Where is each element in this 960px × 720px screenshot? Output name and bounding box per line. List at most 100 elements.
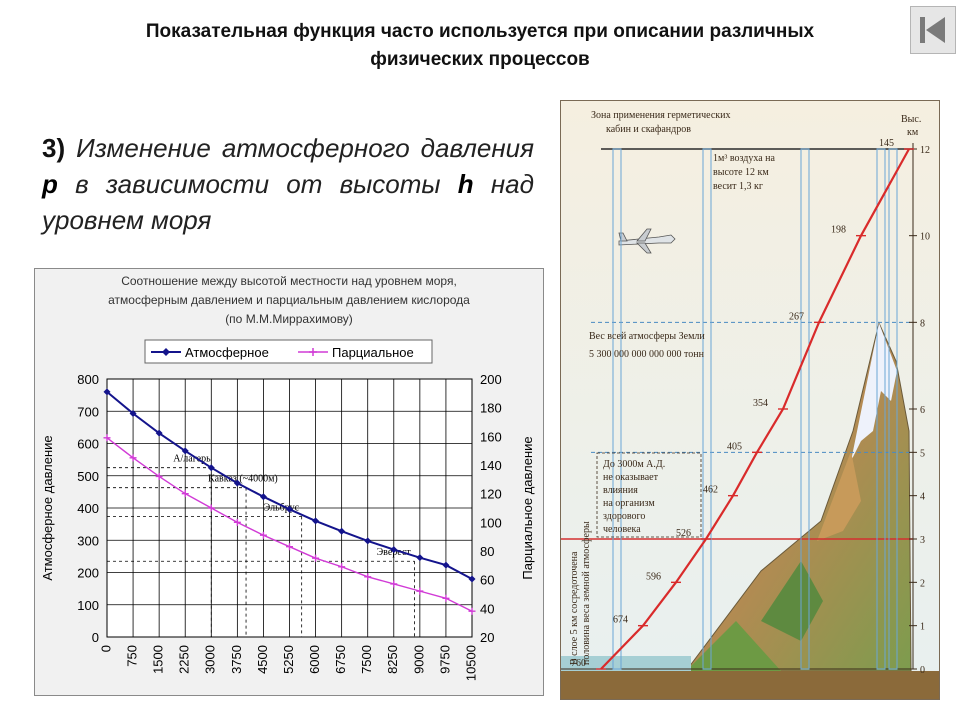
series-0-point-0 bbox=[103, 388, 111, 396]
series-1-point-5 bbox=[233, 518, 241, 526]
slide-title: Показательная функция часто используется… bbox=[40, 18, 920, 74]
y2-tick-label-7: 160 bbox=[480, 429, 502, 444]
back-to-start-button[interactable] bbox=[910, 6, 956, 54]
ill-pressure-label-9: 145 bbox=[879, 138, 894, 149]
ill-header-line-2: кабин и скафандров bbox=[606, 124, 691, 135]
series-0-point-1 bbox=[129, 410, 137, 418]
series-0-point-11 bbox=[390, 546, 398, 554]
series-1-point-7 bbox=[286, 543, 293, 551]
ill-col-3 bbox=[800, 148, 810, 670]
series-1-point-6 bbox=[259, 531, 267, 539]
illustration-overlay: 0123456810127606745965264624053542671981… bbox=[561, 138, 930, 676]
y2-tick-label-3: 80 bbox=[480, 544, 494, 559]
subtitle-text-2: в зависимости от высоты bbox=[75, 169, 441, 199]
ill-health-box bbox=[596, 452, 702, 538]
ill-health-note-1: не оказывает bbox=[603, 472, 659, 483]
ill-col-4 bbox=[876, 148, 886, 670]
series-1-point-3 bbox=[181, 490, 189, 498]
ill-alt-label-7: 8 bbox=[920, 318, 925, 329]
chart-title-line-1: Соотношение между высотой местности над … bbox=[121, 274, 457, 288]
ill-alt-label-1: 1 bbox=[920, 622, 925, 633]
series-1-point-12 bbox=[416, 587, 424, 595]
x-tick-label-7: 5250 bbox=[281, 645, 296, 674]
ill-alt-label-3: 3 bbox=[920, 535, 925, 546]
subtitle-var-h: h bbox=[457, 169, 474, 199]
x-tick-label-8: 6000 bbox=[307, 645, 322, 674]
y-tick-label-5: 500 bbox=[77, 469, 99, 484]
series-0-point-8 bbox=[312, 517, 320, 525]
x-tick-label-1: 750 bbox=[125, 645, 140, 667]
ill-header-line-1: Зона применения герметических bbox=[591, 110, 730, 121]
y2-tick-label-8: 180 bbox=[480, 401, 502, 416]
annotation-label-2: Эльбрус bbox=[264, 502, 300, 513]
series-1-point-11 bbox=[390, 580, 398, 588]
ill-alt-label-6: 6 bbox=[920, 405, 925, 416]
series-1-point-13 bbox=[442, 594, 450, 602]
series-0-point-9 bbox=[338, 527, 346, 535]
ill-air-note-1: 1м³ воздуха на bbox=[713, 153, 775, 164]
back-to-start-icon bbox=[920, 17, 945, 43]
x-tick-label-10: 7500 bbox=[359, 645, 374, 674]
chart-title-line-3: (по М.М.Миррахимову) bbox=[225, 312, 353, 326]
x-tick-label-13: 9750 bbox=[437, 645, 452, 674]
atmosphere-illustration: 0 1 2 3 4 5 6 8 10 12 760 674 596 526 462 405 354 267 198 1… bbox=[560, 100, 940, 700]
slide-title-line-2: физических процессов bbox=[370, 49, 590, 70]
series-0-point-14 bbox=[468, 575, 476, 583]
ill-col-2 bbox=[702, 148, 712, 670]
legend-partial-marker bbox=[309, 348, 317, 356]
ill-health-note: До 3000м А.Д. не оказывает влияния на орган… bbox=[603, 459, 665, 535]
pressure-chart-svg: Соотношение между высотой местности над … bbox=[40, 274, 535, 681]
y-tick-label-2: 200 bbox=[77, 566, 99, 581]
ill-vertical-note-2: половина веса земной атмосферы bbox=[581, 521, 592, 665]
x-tick-label-9: 6750 bbox=[333, 645, 348, 674]
series-0-point-2 bbox=[155, 429, 163, 437]
legend-atm-label: Атмосферное bbox=[185, 345, 269, 360]
ill-weight-note-2: 5 300 000 000 000 000 тонн bbox=[589, 349, 705, 360]
axes: 0 100 200 300 400 500 600 700 800 20 40 60 80 100 120 1… bbox=[77, 372, 501, 681]
y2-tick-label-6: 140 bbox=[480, 458, 502, 473]
ill-alt-label-0: 0 bbox=[920, 665, 925, 676]
series-0-point-3 bbox=[181, 447, 189, 455]
ill-air-note-3: весит 1,3 кг bbox=[713, 181, 763, 192]
chart-legend: Атмосферное Парциальное bbox=[144, 339, 433, 364]
series-0-point-6 bbox=[259, 493, 267, 501]
annotation-label-1: Кавказ (~4000м) bbox=[208, 474, 278, 485]
ill-pressure-label-5: 405 bbox=[727, 441, 742, 452]
ill-pressure-label-1: 674 bbox=[613, 615, 628, 626]
series-1-point-1 bbox=[129, 454, 137, 462]
ill-health-note-2: влияния bbox=[603, 485, 638, 496]
y-tick-label-6: 600 bbox=[77, 437, 99, 452]
legend-box bbox=[144, 339, 433, 364]
x-tick-label-5: 3750 bbox=[229, 645, 244, 674]
legend-atm-marker bbox=[162, 348, 170, 356]
atmosphere-illustration-svg: 0123456810127606745965264624053542671981… bbox=[561, 101, 939, 699]
ill-alt-label-8: 10 bbox=[920, 232, 930, 243]
slide-title-line-1: Показательная функция часто используется… bbox=[145, 21, 815, 42]
y-tick-label-8: 800 bbox=[77, 372, 99, 387]
y2-tick-label-5: 120 bbox=[480, 487, 502, 502]
ill-health-note-5: человека bbox=[603, 524, 641, 535]
series-layer bbox=[103, 388, 476, 615]
y-axis-title: Атмосферное давление bbox=[40, 435, 55, 580]
x-tick-label-3: 2250 bbox=[177, 645, 192, 674]
pressure-chart: Соотношение между высотой местности над … bbox=[34, 268, 544, 696]
annotation-label-0: А/лагерь bbox=[173, 454, 211, 465]
y2-tick-label-0: 20 bbox=[480, 630, 494, 645]
ill-pressure-label-8: 198 bbox=[831, 225, 846, 236]
subtitle-var-p: p bbox=[42, 169, 58, 199]
series-0-point-13 bbox=[442, 561, 450, 569]
ill-pressure-label-2: 596 bbox=[646, 571, 661, 582]
series-0-point-7 bbox=[286, 505, 293, 513]
legend-partial-label: Парциальное bbox=[332, 345, 414, 360]
y-tick-label-7: 700 bbox=[77, 404, 99, 419]
subtitle-text-3: над уровнем моря bbox=[42, 169, 534, 235]
ill-health-note-4: здорового bbox=[603, 511, 645, 522]
series-1-point-9 bbox=[338, 563, 346, 571]
subtitle-text-1: Изменение атмосферного давления bbox=[76, 133, 534, 163]
series-1-point-4 bbox=[207, 504, 215, 512]
chart-title-line-2: атмосферным давлением и парциальным давл… bbox=[108, 293, 470, 307]
ill-air-note-2: высоте 12 км bbox=[713, 167, 769, 178]
series-1-point-0 bbox=[103, 434, 111, 442]
subtitle-number: 3) bbox=[42, 133, 66, 163]
ill-pressure-label-7: 267 bbox=[789, 311, 804, 322]
